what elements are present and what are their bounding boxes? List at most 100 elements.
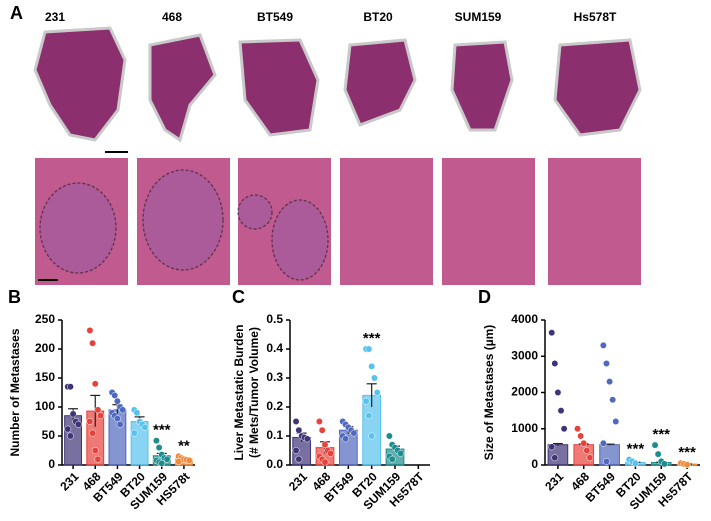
significance-label: *** [652,426,670,443]
data-point [651,441,659,449]
data-point [548,329,556,337]
data-point [599,439,607,447]
data-point [116,420,124,428]
data-point [303,435,311,443]
data-point [64,425,72,433]
data-point [551,360,559,367]
cell-line-label: 468 [162,10,182,24]
data-point [365,345,373,353]
x-tick-label: 231 [286,469,310,493]
data-point [91,447,99,454]
y-tick-label: 250 [35,312,55,326]
histology-images [35,158,641,285]
significance-label: *** [363,330,381,347]
data-point [342,435,349,443]
significance-label: *** [678,444,696,461]
data-point [158,459,166,467]
data-point [654,450,662,458]
y-tick-label: 150 [35,370,55,384]
data-point [111,391,119,399]
y-tick-label: 2000 [511,385,538,399]
data-point [69,410,77,418]
x-tick-label: BT549 [583,469,619,505]
data-point [603,360,610,367]
y-tick-label: 0 [531,457,538,471]
data-point [163,455,171,463]
y-tick-label: 0.0 [266,457,283,471]
data-point [113,415,121,423]
data-point [295,455,303,463]
data-point [362,397,370,405]
data-point [113,397,121,405]
data-point [554,389,562,396]
data-point [292,447,300,454]
data-point [155,444,163,452]
data-point [94,455,102,463]
data-point [321,441,329,449]
y-tick-label: 200 [35,341,55,355]
data-point [295,426,303,434]
x-tick-label: 231 [542,469,566,493]
data-point [91,380,99,388]
data-point [551,454,559,462]
x-tick-label: 231 [57,469,81,493]
data-point [94,406,102,414]
y-tick-label: 3000 [511,348,538,362]
cell-line-label: 231 [45,10,65,24]
y-tick-label: 0 [48,457,55,471]
data-point [574,425,581,433]
cell-line-label: BT549 [257,10,293,24]
significance-label: *** [627,441,645,458]
data-point [388,455,396,463]
data-point [365,412,373,420]
data-point [86,326,94,334]
data-point [599,341,607,349]
data-point [660,460,668,468]
y-tick-label: 0.3 [266,370,283,384]
liver-sections [33,26,642,153]
data-point [560,425,568,433]
y-tick-label: 1000 [511,421,538,435]
data-point [385,432,393,440]
data-point [86,418,94,425]
data-point [315,418,323,425]
data-point [66,432,74,440]
panel-label: D [478,287,491,307]
data-point [130,429,138,437]
significance-label: *** [153,422,171,439]
panel-label: A [10,3,23,23]
y-tick-label: 4000 [511,312,538,326]
y-tick-label: 100 [35,399,55,413]
significance-label: ** [178,437,190,454]
cell-line-label: BT20 [363,10,393,24]
data-point [373,389,381,396]
y-tick-label: 50 [42,428,56,442]
cell-line-label: Hs578T [574,10,617,24]
data-point [397,449,405,457]
data-point [368,432,376,440]
data-point [292,418,300,425]
y-axis-label: (# Mets/Tumor Volume) [247,327,261,458]
panel-label: C [232,287,245,307]
data-point [606,378,614,386]
data-point [609,396,617,404]
data-point [119,406,127,414]
data-point [141,423,149,431]
panel-label: B [8,287,21,307]
data-point [683,461,691,469]
y-axis-label: Number of Metastases [8,328,22,456]
data-point [89,429,97,437]
y-tick-label: 0.2 [266,399,283,413]
data-point [631,459,639,467]
data-point [133,409,141,417]
y-tick-label: 0.1 [266,428,283,442]
y-tick-label: 0.5 [266,312,283,326]
data-point [152,437,160,445]
data-point [548,443,556,451]
data-point [603,457,610,465]
data-point [583,447,591,454]
data-point [321,458,329,466]
y-axis-label: Size of Metastases (µm) [482,325,496,461]
data-point [185,456,193,464]
